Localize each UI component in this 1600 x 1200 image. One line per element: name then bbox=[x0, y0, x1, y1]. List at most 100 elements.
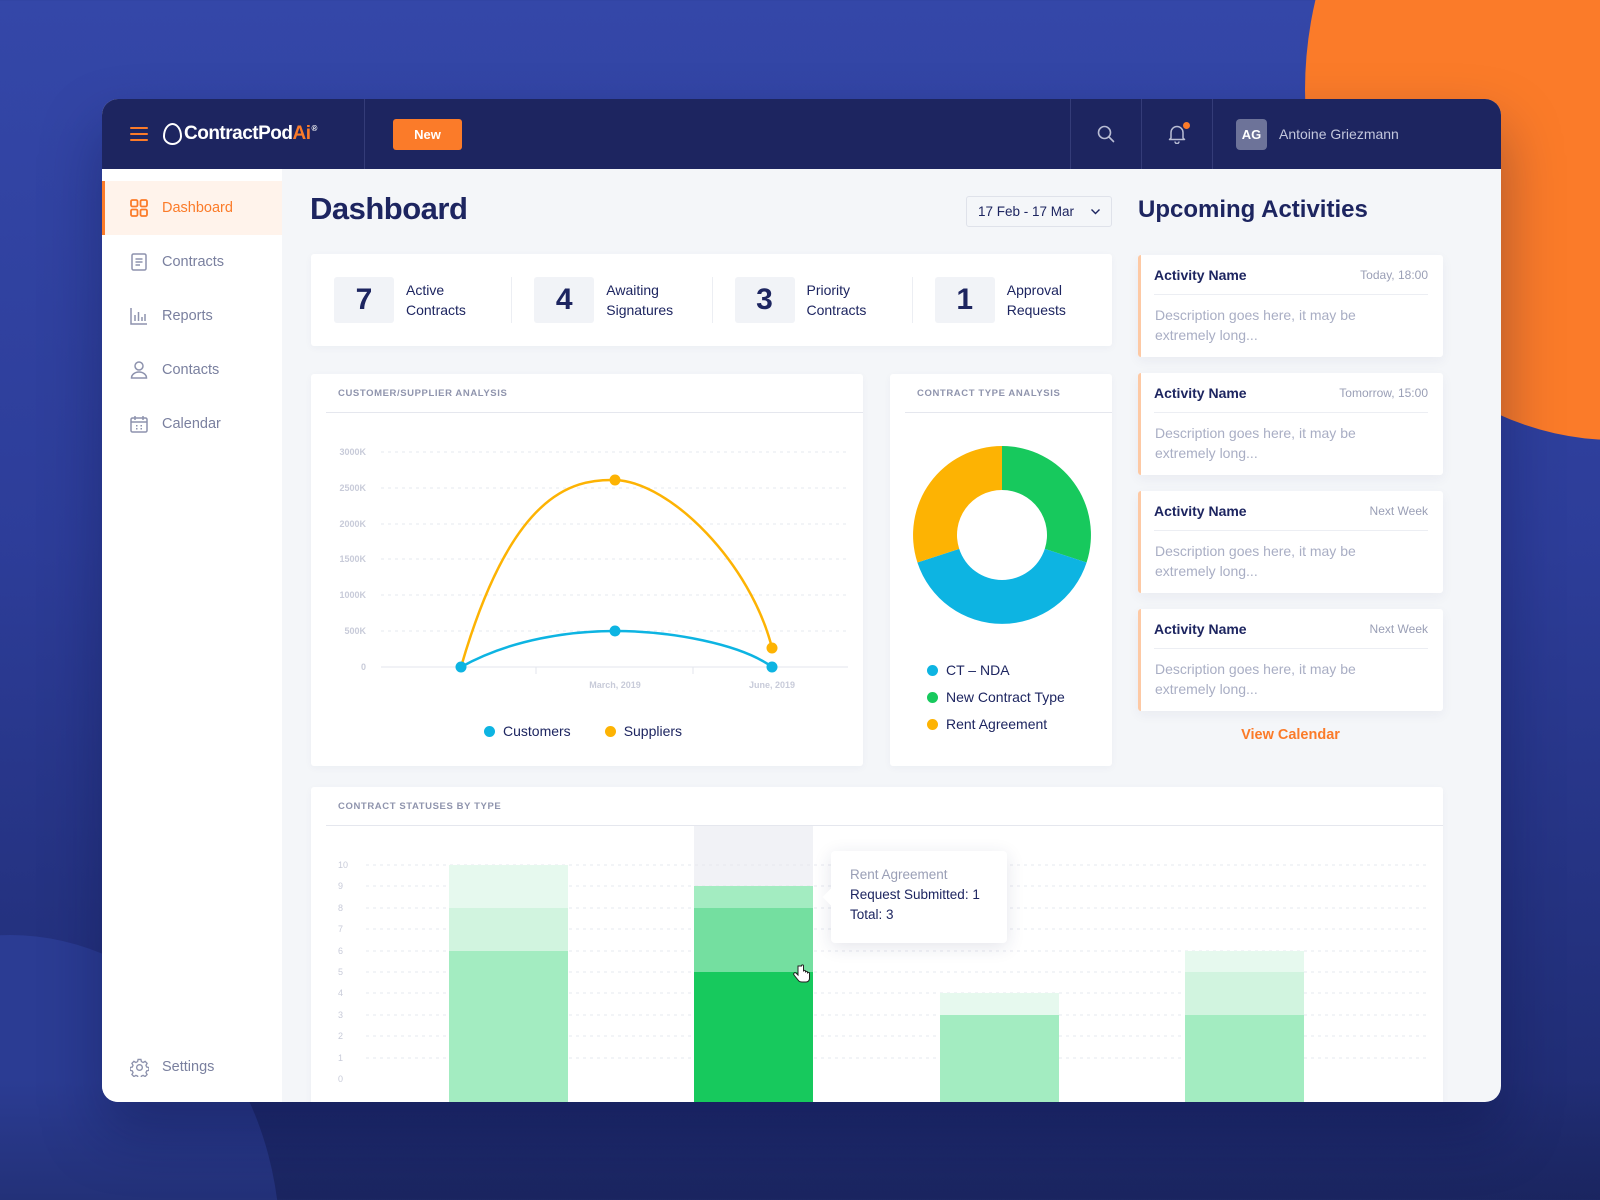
legend-new-contract-type[interactable]: New Contract Type bbox=[927, 689, 1065, 705]
sidebar-item-contracts[interactable]: Contracts bbox=[102, 235, 282, 289]
legend-suppliers[interactable]: Suppliers bbox=[604, 723, 683, 739]
divider bbox=[905, 412, 1112, 413]
page-title: Dashboard bbox=[310, 191, 468, 226]
legend-dot bbox=[604, 725, 616, 737]
activity-name: Activity Name bbox=[1154, 266, 1247, 283]
main-content: Dashboard 17 Feb - 17 Mar 7 Active Contra… bbox=[282, 169, 1501, 1102]
y-tick: 0 bbox=[338, 1074, 343, 1084]
bar-tooltip: Rent Agreement Request Submitted: 1 Tota… bbox=[831, 851, 1007, 943]
chart-title: Contract Statuses by Type bbox=[338, 801, 502, 812]
user-name: Antoine Griezmann bbox=[1279, 126, 1399, 142]
date-range-value: 17 Feb - 17 Mar bbox=[978, 204, 1075, 219]
stat-approval-requests[interactable]: 1 Approval Requests bbox=[911, 277, 1112, 323]
y-tick: 6 bbox=[338, 946, 343, 956]
stat-label-line: Approval bbox=[1006, 282, 1063, 298]
activity-time: Next Week bbox=[1369, 621, 1428, 636]
y-tick: 1500K bbox=[339, 554, 366, 564]
y-tick: 7 bbox=[338, 924, 343, 934]
gear-icon bbox=[129, 1057, 149, 1077]
stat-label-line: Signatures bbox=[606, 302, 674, 318]
sidebar-item-contacts[interactable]: Contacts bbox=[102, 343, 282, 397]
legend-label: Suppliers bbox=[623, 723, 683, 739]
app-window: ContractPod Ai ® New AG Antoine Griezmann … bbox=[102, 99, 1501, 1102]
sidebar-item-label: Settings bbox=[162, 1059, 215, 1075]
legend-rent-agreement[interactable]: Rent Agreement bbox=[927, 716, 1065, 732]
activity-card[interactable]: Activity Name Next Week Description goes … bbox=[1138, 491, 1443, 593]
y-tick: 2000K bbox=[339, 519, 366, 529]
view-calendar-link[interactable]: View Calendar bbox=[1241, 727, 1340, 743]
divider bbox=[326, 412, 863, 413]
stats-summary: 7 Active Contracts 4 Awaiting Signatures 3… bbox=[311, 254, 1112, 346]
logo[interactable]: ContractPod Ai ® bbox=[163, 123, 317, 145]
stat-priority-contracts[interactable]: 3 Priority Contracts bbox=[711, 277, 912, 323]
sidebar-item-label: Contracts bbox=[162, 254, 225, 270]
legend-customers[interactable]: Customers bbox=[484, 723, 571, 739]
user-icon bbox=[129, 360, 149, 380]
stat-awaiting-signatures[interactable]: 4 Awaiting Signatures bbox=[511, 277, 711, 323]
stat-label: Awaiting Signatures bbox=[606, 280, 696, 320]
sidebar-item-label: Dashboard bbox=[162, 200, 233, 216]
stat-active-contracts[interactable]: 7 Active Contracts bbox=[311, 277, 511, 323]
legend-ct-nda[interactable]: CT – NDA bbox=[927, 662, 1065, 678]
activity-time: Today, 18:00 bbox=[1360, 267, 1428, 282]
bar-chart-plot[interactable]: 10 9 8 7 6 5 4 3 2 1 0 bbox=[311, 787, 1443, 1102]
top-bar: ContractPod Ai ® New AG Antoine Griezmann bbox=[102, 99, 1501, 169]
bell-icon bbox=[1168, 125, 1186, 144]
sidebar-item-reports[interactable]: Reports bbox=[102, 289, 282, 343]
chart-title: Customer/Supplier Analysis bbox=[338, 388, 508, 399]
sidebar-item-dashboard[interactable]: Dashboard bbox=[102, 181, 282, 235]
notifications-button[interactable] bbox=[1141, 99, 1212, 169]
tooltip-line: Request Submitted: 1 bbox=[850, 887, 980, 902]
avatar: AG bbox=[1236, 118, 1267, 150]
activity-description: Description goes here, it may be extreme… bbox=[1155, 425, 1356, 461]
stat-label: Approval Requests bbox=[1007, 280, 1097, 320]
document-icon bbox=[129, 252, 149, 272]
donut-chart-plot[interactable] bbox=[911, 444, 1093, 626]
tooltip-line: Total: 3 bbox=[850, 907, 894, 922]
y-tick: 3000K bbox=[339, 447, 366, 457]
hamburger-menu-icon[interactable] bbox=[130, 127, 148, 141]
y-tick: 2500K bbox=[339, 483, 366, 493]
customer-supplier-chart: Customer/Supplier Analysis 3000K 2500K 2… bbox=[311, 374, 863, 766]
activity-name: Activity Name bbox=[1154, 384, 1247, 401]
search-button[interactable] bbox=[1070, 99, 1141, 169]
activity-header: Activity Name Next Week bbox=[1154, 491, 1428, 531]
y-tick: 4 bbox=[338, 988, 343, 998]
activities-title: Upcoming Activities bbox=[1138, 196, 1368, 223]
line-chart-plot[interactable]: 3000K 2500K 2000K 1500K 1000K 500K 0 bbox=[311, 374, 863, 766]
brand-area: ContractPod Ai ® bbox=[102, 99, 365, 169]
activity-description: Description goes here, it may be extreme… bbox=[1155, 661, 1356, 697]
y-tick: 8 bbox=[338, 903, 343, 913]
activity-card[interactable]: Activity Name Next Week Description goes … bbox=[1138, 609, 1443, 711]
chevron-down-icon bbox=[1091, 209, 1100, 215]
activity-header: Activity Name Next Week bbox=[1154, 609, 1428, 649]
logo-registered: ® bbox=[311, 123, 318, 133]
contract-statuses-chart: Contract Statuses by Type 10 9 8 7 6 5 4… bbox=[311, 787, 1443, 1102]
y-tick: 1000K bbox=[339, 590, 366, 600]
activity-card[interactable]: Activity Name Today, 18:00 Description go… bbox=[1138, 255, 1443, 357]
activity-card[interactable]: Activity Name Tomorrow, 15:00 Description… bbox=[1138, 373, 1443, 475]
stat-label-line: Active bbox=[406, 282, 445, 298]
logo-drop-icon bbox=[163, 123, 182, 145]
activity-description: Description goes here, it may be extreme… bbox=[1155, 543, 1356, 579]
sidebar: Dashboard Contracts Reports Contacts Cal… bbox=[102, 169, 282, 1102]
stat-value: 1 bbox=[934, 277, 995, 323]
search-icon bbox=[1097, 125, 1115, 143]
y-tick: 0 bbox=[361, 662, 366, 672]
y-tick: 9 bbox=[338, 881, 343, 891]
y-tick: 500K bbox=[344, 626, 366, 636]
activity-time: Next Week bbox=[1369, 503, 1428, 518]
date-range-select[interactable]: 17 Feb - 17 Mar bbox=[966, 196, 1112, 227]
sidebar-item-calendar[interactable]: Calendar bbox=[102, 397, 282, 451]
stat-value: 3 bbox=[734, 277, 795, 323]
y-tick: 2 bbox=[338, 1031, 343, 1041]
stat-label-line: Awaiting bbox=[606, 282, 659, 298]
new-button[interactable]: New bbox=[393, 118, 462, 150]
stat-label-line: Contracts bbox=[406, 302, 466, 318]
sidebar-item-settings[interactable]: Settings bbox=[102, 1040, 282, 1094]
activity-time: Tomorrow, 15:00 bbox=[1339, 385, 1428, 400]
stat-value: 7 bbox=[334, 277, 394, 323]
legend-label: Customers bbox=[503, 723, 571, 739]
user-menu[interactable]: AG Antoine Griezmann bbox=[1212, 99, 1501, 169]
y-tick: 3 bbox=[338, 1010, 343, 1020]
